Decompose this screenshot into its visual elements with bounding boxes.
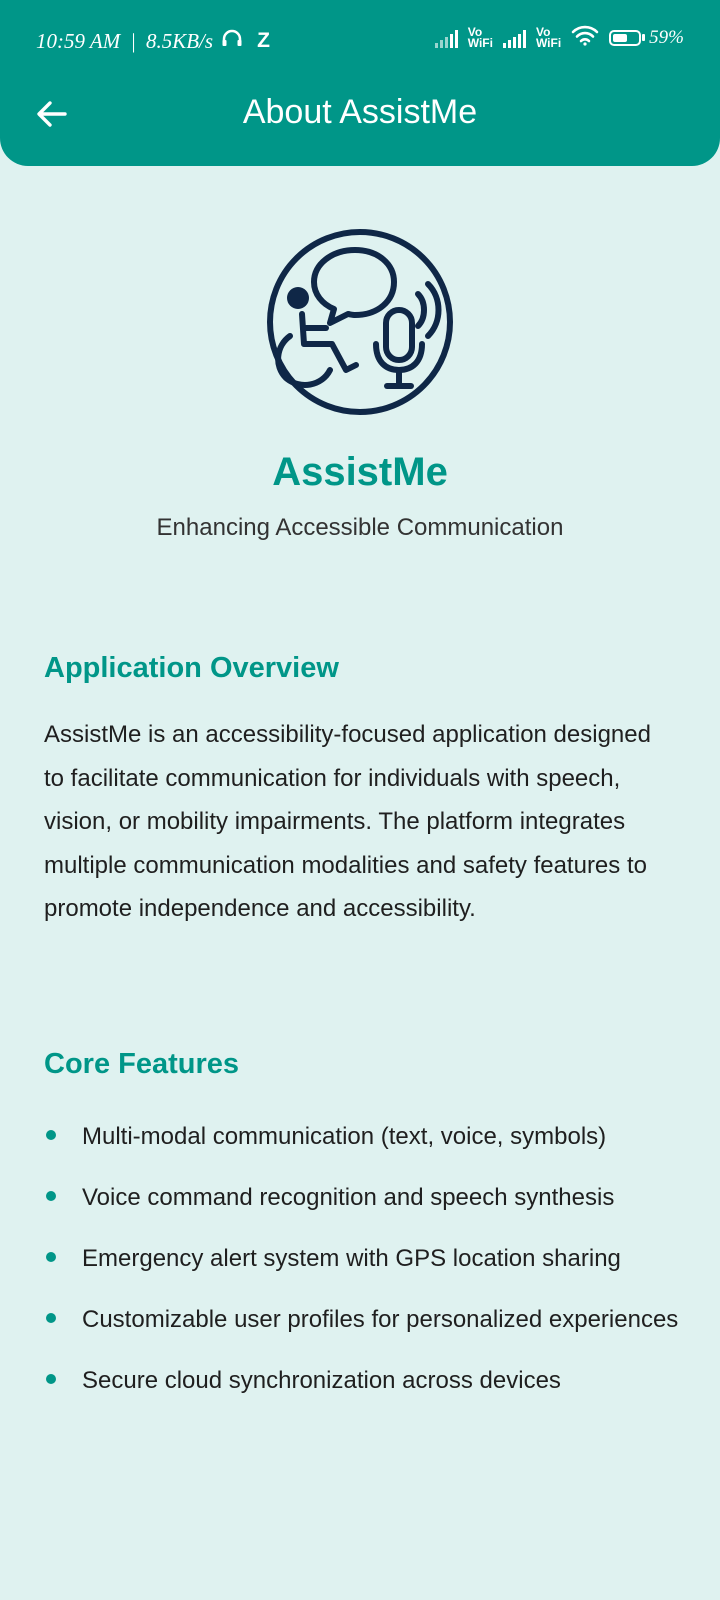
feature-item: Customizable user profiles for personali…	[44, 1301, 684, 1338]
battery-icon	[609, 29, 642, 46]
bullet-icon	[46, 1252, 56, 1262]
vowifi-top: Vo	[535, 24, 551, 39]
app-logo	[260, 228, 460, 428]
overview-text: AssistMe is an accessibility-focused app…	[44, 721, 651, 922]
vowifi-top: Vo	[467, 24, 483, 39]
arrow-left-icon	[37, 101, 67, 127]
features-heading: Core Features	[44, 1048, 240, 1080]
feature-text: Customizable user profiles for personali…	[82, 1306, 679, 1333]
feature-text: Multi-modal communication (text, voice, …	[82, 1123, 607, 1150]
app-name: AssistMe	[272, 450, 448, 494]
app-header: 10:59 AM | 8.5KB/s Z Vo WiFi	[0, 0, 720, 166]
vowifi-badge: Vo WiFi	[467, 24, 493, 50]
feature-text: Secure cloud synchronization across devi…	[82, 1367, 561, 1394]
bullet-icon	[46, 1130, 56, 1140]
feature-text: Voice command recognition and speech syn…	[82, 1184, 615, 1211]
status-left: 10:59 AM | 8.5KB/s Z	[36, 28, 270, 54]
feature-item: Secure cloud synchronization across devi…	[44, 1362, 684, 1399]
app-tagline: Enhancing Accessible Communication	[156, 514, 564, 541]
network-speed: 8.5KB/s	[145, 28, 214, 53]
bullet-icon	[46, 1313, 56, 1323]
feature-item: Multi-modal communication (text, voice, …	[44, 1118, 684, 1155]
vowifi-bottom: WiFi	[535, 35, 562, 50]
battery-percent: 59%	[649, 26, 684, 48]
back-button[interactable]	[30, 92, 74, 136]
bullet-icon	[46, 1374, 56, 1384]
battery-fill	[613, 33, 628, 42]
page-title: About AssistMe	[242, 93, 478, 131]
signal-icon	[502, 28, 526, 48]
battery-indicator: 59%	[609, 27, 684, 49]
headphones-icon	[221, 28, 243, 54]
status-right: Vo WiFi Vo WiFi	[434, 24, 684, 51]
feature-item: Emergency alert system with GPS location…	[44, 1240, 684, 1277]
bullet-icon	[46, 1191, 56, 1201]
overview-heading: Application Overview	[44, 652, 339, 684]
feature-item: Voice command recognition and speech syn…	[44, 1179, 684, 1216]
toolbar: About AssistMe	[0, 80, 720, 150]
signal-icon	[434, 28, 458, 48]
vowifi-bottom: WiFi	[467, 35, 493, 50]
battery-tip	[642, 34, 646, 41]
vowifi-badge: Vo WiFi	[535, 24, 562, 50]
status-separator: |	[130, 28, 136, 53]
notification-z-icon: Z	[257, 29, 270, 52]
feature-text: Emergency alert system with GPS location…	[82, 1245, 621, 1272]
status-bar: 10:59 AM | 8.5KB/s Z Vo WiFi	[0, 0, 720, 80]
wifi-icon	[571, 24, 599, 51]
status-time: 10:59 AM	[36, 28, 121, 53]
features-list: Multi-modal communication (text, voice, …	[44, 1118, 684, 1423]
